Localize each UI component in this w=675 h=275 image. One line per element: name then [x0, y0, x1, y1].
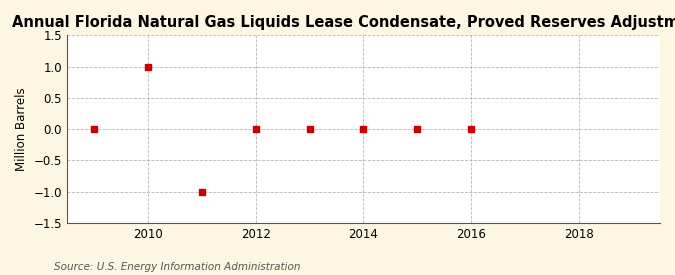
Point	[466, 127, 477, 131]
Point	[142, 64, 153, 69]
Title: Annual Florida Natural Gas Liquids Lease Condensate, Proved Reserves Adjustments: Annual Florida Natural Gas Liquids Lease…	[11, 15, 675, 30]
Y-axis label: Million Barrels: Million Barrels	[15, 87, 28, 171]
Text: Source: U.S. Energy Information Administration: Source: U.S. Energy Information Administ…	[54, 262, 300, 272]
Point	[250, 127, 261, 131]
Point	[412, 127, 423, 131]
Point	[304, 127, 315, 131]
Point	[358, 127, 369, 131]
Point	[88, 127, 99, 131]
Point	[196, 189, 207, 194]
